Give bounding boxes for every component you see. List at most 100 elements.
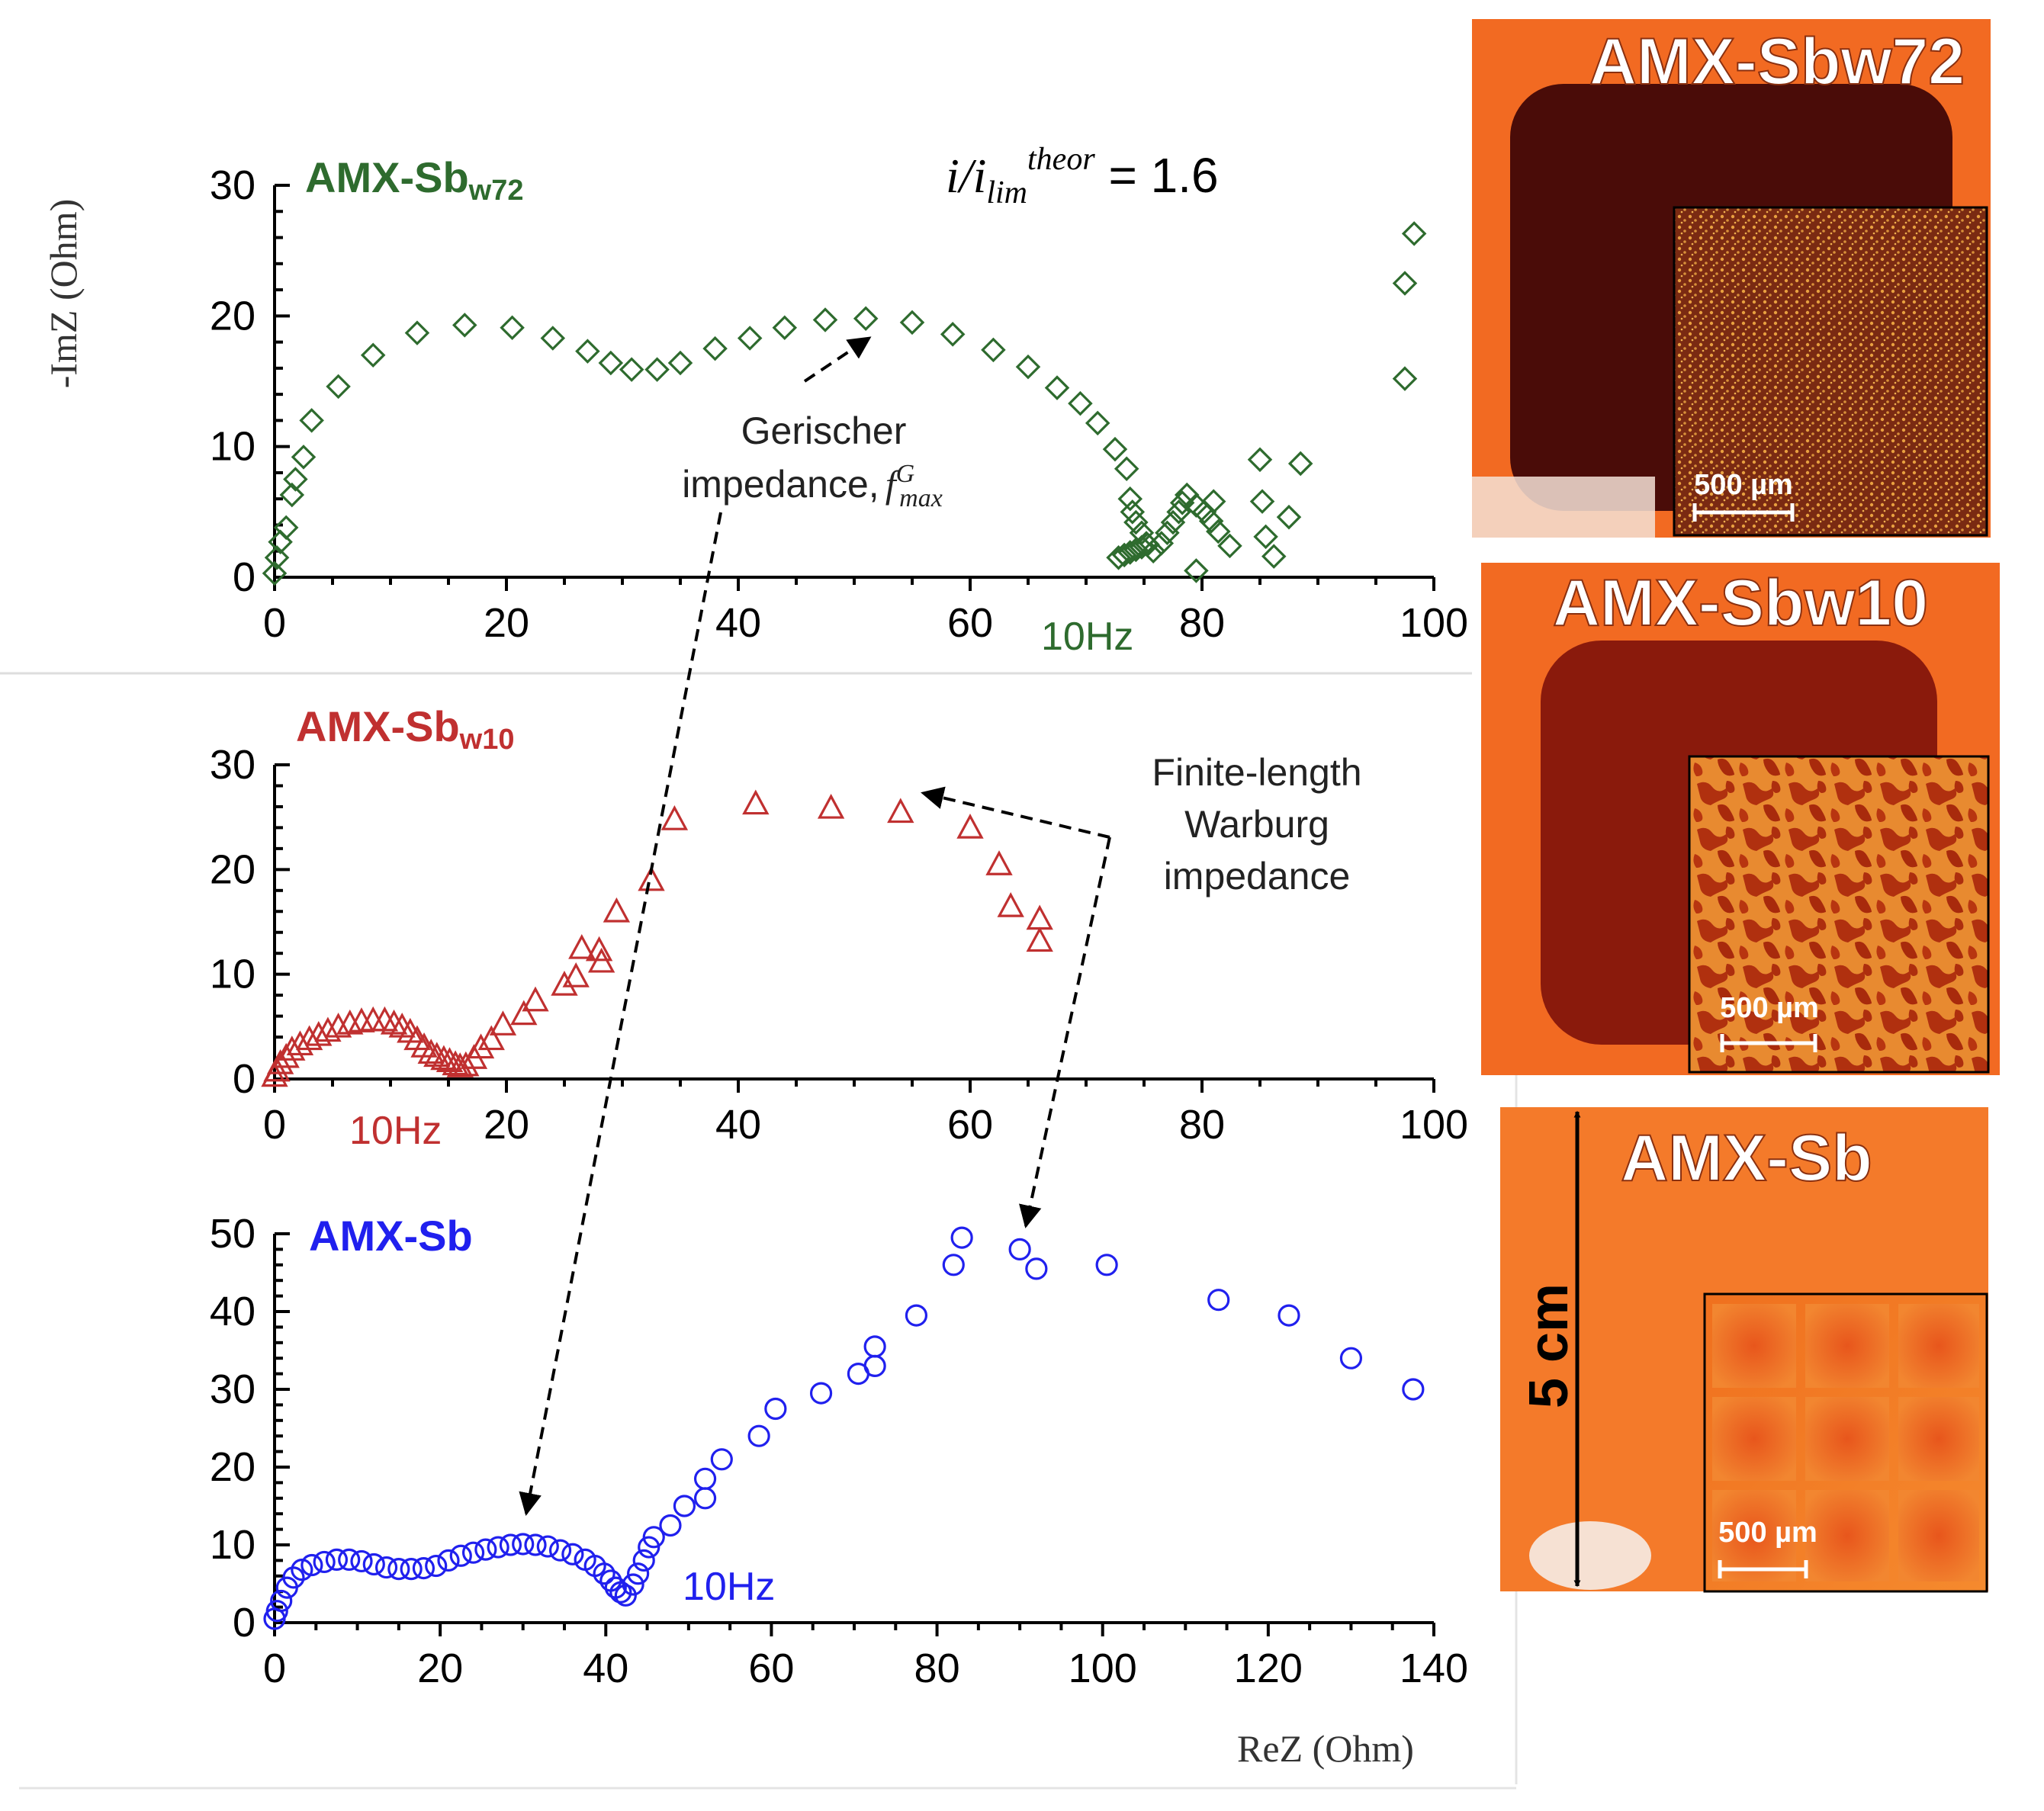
- chart-amx-sbw10-title: AMX-Sbw10: [296, 702, 514, 756]
- chart-amx-sb-point: [905, 1304, 928, 1327]
- chart-amx-sb-point: [350, 1549, 373, 1573]
- chart-amx-sbw72-point: [1169, 490, 1195, 515]
- chart-amx-sbw72-point: [1287, 451, 1313, 477]
- chart-amx-sbw72-point: [1111, 542, 1137, 568]
- photo-amx-sbw10-micrograph: [1688, 755, 1990, 1074]
- chart-amx-sb-point: [524, 1533, 547, 1556]
- chart-amx-sb-point: [609, 1581, 632, 1604]
- photo-amx-sb-micrograph: [1703, 1292, 1988, 1593]
- chart-amx-sbw72-point: [1106, 545, 1131, 570]
- photo-amx-sbw72-title: AMX-Sbw72: [1589, 25, 1965, 98]
- chart-amx-sb-point: [282, 1566, 305, 1589]
- gerischer-arrow-top: [803, 336, 872, 383]
- chart-amx-sb-point: [1402, 1378, 1425, 1401]
- chart-amx-sb-point: [942, 1254, 965, 1276]
- chart-amx-sbw10-x-tick-label: 60: [947, 1102, 993, 1148]
- chart-amx-sbw72-ylabel: -ImZ (Ohm): [42, 199, 85, 389]
- chart-amx-sbw72-point: [1249, 489, 1275, 514]
- chart-amx-sb-x-tick-label: 80: [914, 1646, 960, 1691]
- chart-amx-sb-point: [362, 1553, 385, 1576]
- chart-amx-sbw72-point: [1247, 447, 1273, 473]
- chart-amx-sb-point: [499, 1533, 522, 1556]
- chart-amx-sbw72-title-sub: w72: [468, 175, 524, 207]
- chart-amx-sb-x-tick-label: 40: [583, 1646, 628, 1691]
- chart-amx-sb-y-tick-label: 20: [210, 1444, 256, 1490]
- chart-amx-sbw72-x-tick-label: 80: [1179, 600, 1225, 646]
- chart-amx-sb-point: [1025, 1257, 1048, 1280]
- chart-amx-sb-point: [461, 1541, 485, 1564]
- chart-amx-sbw72-point: [1217, 533, 1242, 559]
- chart-amx-sbw72-point: [1200, 489, 1226, 514]
- chart-amx-sbw10-point: [417, 1039, 445, 1064]
- chart-amx-sbw72-title: AMX-Sbw72: [305, 153, 523, 207]
- chart-amx-sbw72-point: [1140, 538, 1166, 564]
- chart-amx-sb-y-tick-label: 10: [210, 1522, 256, 1568]
- chart-amx-sbw72-point: [1123, 509, 1149, 535]
- chart-amx-sbw72-point: [283, 467, 308, 492]
- chart-amx-sb-point: [437, 1549, 460, 1572]
- chart-amx-sbw10-point: [430, 1045, 458, 1071]
- annotations: i/ilimtheor = 1.6 Gerischer impedance, fG…: [519, 142, 1362, 1516]
- chart-amx-sbw10-y-tick-label: 0: [233, 1056, 256, 1102]
- chart-amx-sbw72-point: [812, 307, 838, 332]
- chart-amx-sbw72-point: [1117, 486, 1143, 512]
- chart-amx-sbw10-y-tick-label: 30: [210, 742, 256, 788]
- photo-amx-sb-title: AMX-Sb: [1621, 1122, 1872, 1195]
- chart-amx-sb-point: [374, 1556, 398, 1579]
- chart-amx-sbw10-x-tick-label: 0: [263, 1102, 286, 1148]
- chart-amx-sb-point: [338, 1548, 361, 1571]
- chart-amx-sb-x-tick-label: 20: [417, 1646, 463, 1691]
- chart-amx-sbw10-point: [568, 933, 596, 959]
- photo-amx-sbw72: AMX-Sbw72 500 µm: [1472, 19, 1991, 538]
- ratio-annotation: i/ilimtheor = 1.6: [946, 142, 1219, 210]
- chart-amx-sbw72-point: [273, 515, 299, 541]
- chart-amx-sbw72-point: [575, 339, 600, 364]
- chart-amx-sb-point: [622, 1573, 644, 1596]
- gerischer-arrow-bottom: [519, 512, 722, 1516]
- chart-amx-sbw10-point: [324, 1012, 352, 1038]
- chart-amx-sbw72-x-tick-label: 100: [1400, 600, 1468, 646]
- ratio-sup: theor: [1027, 142, 1095, 177]
- chart-amx-sbw10-points: [261, 789, 1053, 1087]
- chart-amx-sbw72-y-tick-label: 30: [210, 162, 256, 208]
- chart-amx-sb-y-tick-label: 40: [210, 1289, 256, 1334]
- chart-amx-sbw72-point: [1155, 520, 1180, 546]
- chart-amx-sb-y-tick-label: 30: [210, 1366, 256, 1412]
- chart-amx-sbw10-ticks: 0 20 40 60 80 100 0 10 20 30: [210, 742, 1468, 1148]
- chart-amx-sbw72-point: [1160, 509, 1186, 535]
- chart-amx-sb-point: [710, 1448, 733, 1471]
- chart-amx-sb-point: [1278, 1304, 1300, 1327]
- chart-amx-sb-point: [449, 1544, 472, 1567]
- chart-amx-sb-x-tick-label: 60: [748, 1646, 794, 1691]
- chart-amx-sb-point: [291, 1559, 313, 1581]
- ratio-value: = 1.6: [1095, 148, 1219, 203]
- chart-amx-sbw10-point: [423, 1042, 451, 1068]
- chart-amx-sbw72-point: [1102, 436, 1128, 462]
- chart-amx-sb-x-tick-label: 100: [1069, 1646, 1137, 1691]
- chart-amx-sb-point: [693, 1467, 717, 1490]
- chart-amx-sbw72-point: [279, 482, 305, 508]
- chart-amx-sb-point: [548, 1539, 572, 1562]
- chart-amx-sbw10-point: [817, 793, 845, 819]
- chart-amx-sbw10-point: [435, 1047, 464, 1073]
- chart-amx-sb-x-tick-label: 120: [1234, 1646, 1303, 1691]
- photo-amx-sb-scale-label: 500 µm: [1718, 1517, 1817, 1549]
- photo-amx-sbw72-glare: [1472, 477, 1655, 538]
- chart-amx-sbw10-point: [742, 789, 770, 815]
- chart-amx-sbw10-y-tick-label: 10: [210, 952, 256, 997]
- chart-amx-sbw72-x-tick-label: 60: [947, 600, 993, 646]
- chart-amx-sbw10-point: [562, 962, 590, 987]
- chart-amx-sb-point: [627, 1562, 650, 1585]
- chart-amx-sb-point: [300, 1553, 323, 1577]
- chart-amx-sbw72-point: [540, 326, 566, 351]
- chart-amx-sbw10-point: [1026, 904, 1053, 930]
- photo-amx-sb-glare: [1529, 1521, 1651, 1590]
- chart-amx-sb-point: [1339, 1347, 1363, 1369]
- chart-amx-sbw10-point: [272, 1042, 300, 1068]
- chart-amx-sbw72-point: [940, 322, 966, 347]
- chart-amx-sb-ticks: 0 20 40 60 80 100 120 140 0 10 20 30 40 50: [210, 1211, 1468, 1691]
- chart-amx-sbw10-point: [956, 814, 984, 839]
- chart-amx-sbw10-point: [587, 947, 615, 973]
- chart-amx-sbw10-point: [266, 1049, 294, 1074]
